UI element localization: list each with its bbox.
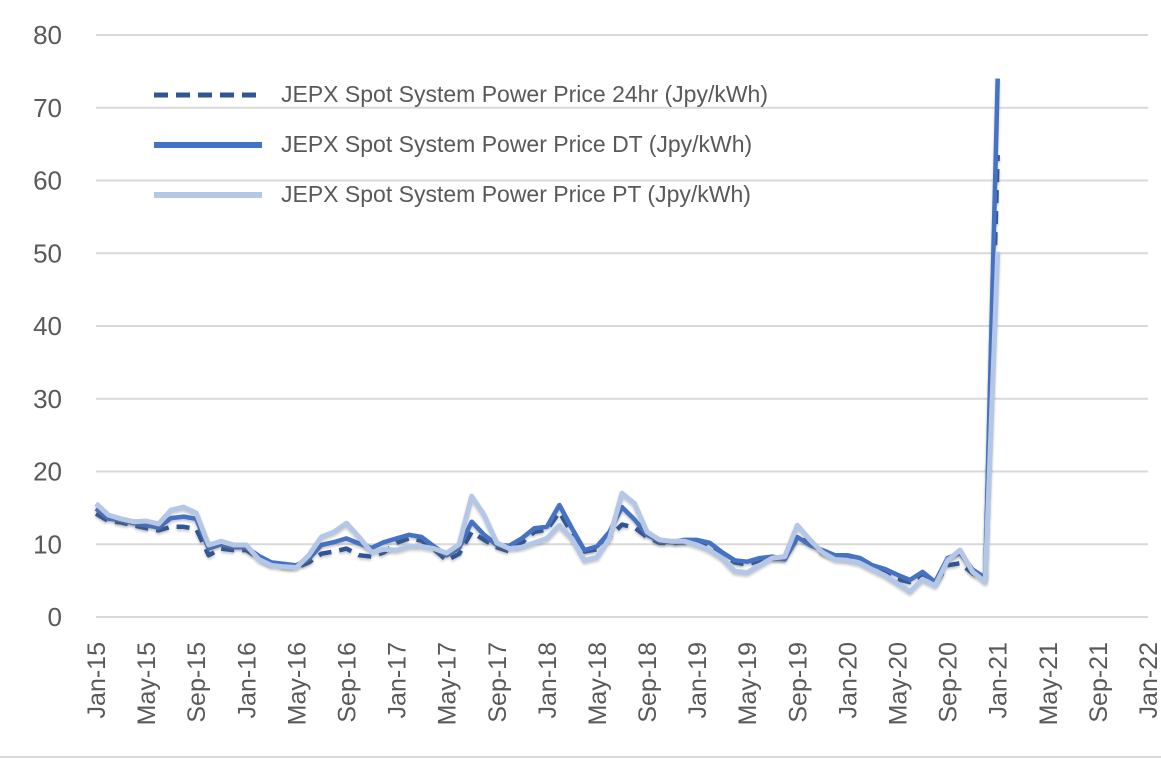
x-tick-label: Sep-19 — [784, 642, 812, 723]
x-tick-label: May-18 — [584, 642, 612, 725]
x-tick-label: Sep-16 — [333, 642, 361, 723]
legend-solid-line-icon — [154, 142, 262, 148]
x-tick-label: May-15 — [133, 642, 161, 725]
x-tick-label: Sep-20 — [935, 642, 963, 723]
x-tick-label: Sep-21 — [1085, 642, 1113, 723]
x-tick-label: Jan-21 — [985, 642, 1013, 718]
x-tick-label: May-16 — [283, 642, 311, 725]
x-tick-label: Jan-16 — [233, 642, 261, 718]
x-tick-label: Sep-15 — [183, 642, 211, 723]
y-tick-label: 0 — [48, 602, 62, 632]
x-tick-label: Jan-22 — [1135, 642, 1161, 718]
y-tick-label: 10 — [33, 529, 62, 559]
x-tick-label: Jan-19 — [684, 642, 712, 718]
x-tick-label: Sep-17 — [484, 642, 512, 723]
x-tick-label: May-21 — [1035, 642, 1063, 725]
chart-legend: JEPX Spot System Power Price 24hr (Jpy/k… — [152, 80, 768, 230]
x-tick-label: Jan-17 — [384, 642, 412, 718]
y-tick-label: 40 — [33, 311, 62, 341]
x-tick-label: Sep-18 — [634, 642, 662, 723]
legend-item-pt: JEPX Spot System Power Price PT (Jpy/kWh… — [152, 180, 768, 210]
x-tick-label: Jan-18 — [534, 642, 562, 718]
x-tick-label: May-20 — [885, 642, 913, 725]
legend-item-dt: JEPX Spot System Power Price DT (Jpy/kWh… — [152, 130, 768, 160]
y-tick-label: 80 — [33, 20, 62, 50]
y-tick-label: 60 — [33, 166, 62, 196]
legend-label-dt: JEPX Spot System Power Price DT (Jpy/kWh… — [281, 131, 753, 158]
legend-label-24hr: JEPX Spot System Power Price 24hr (Jpy/k… — [281, 81, 768, 108]
y-tick-label: 70 — [33, 93, 62, 123]
y-tick-label: 50 — [33, 238, 62, 268]
legend-item-24hr: JEPX Spot System Power Price 24hr (Jpy/k… — [152, 80, 768, 110]
series-line-pt — [94, 251, 1001, 594]
x-tick-label: Jan-15 — [83, 642, 111, 718]
x-tick-label: May-17 — [434, 642, 462, 725]
legend-dashed-line-icon — [154, 92, 262, 98]
legend-solid-light-line-icon — [154, 192, 262, 198]
legend-label-pt: JEPX Spot System Power Price PT (Jpy/kWh… — [281, 181, 751, 208]
x-tick-label: Jan-20 — [834, 642, 862, 718]
y-tick-label: 20 — [33, 457, 62, 487]
x-tick-label: May-19 — [734, 642, 762, 725]
y-tick-label: 30 — [33, 384, 62, 414]
